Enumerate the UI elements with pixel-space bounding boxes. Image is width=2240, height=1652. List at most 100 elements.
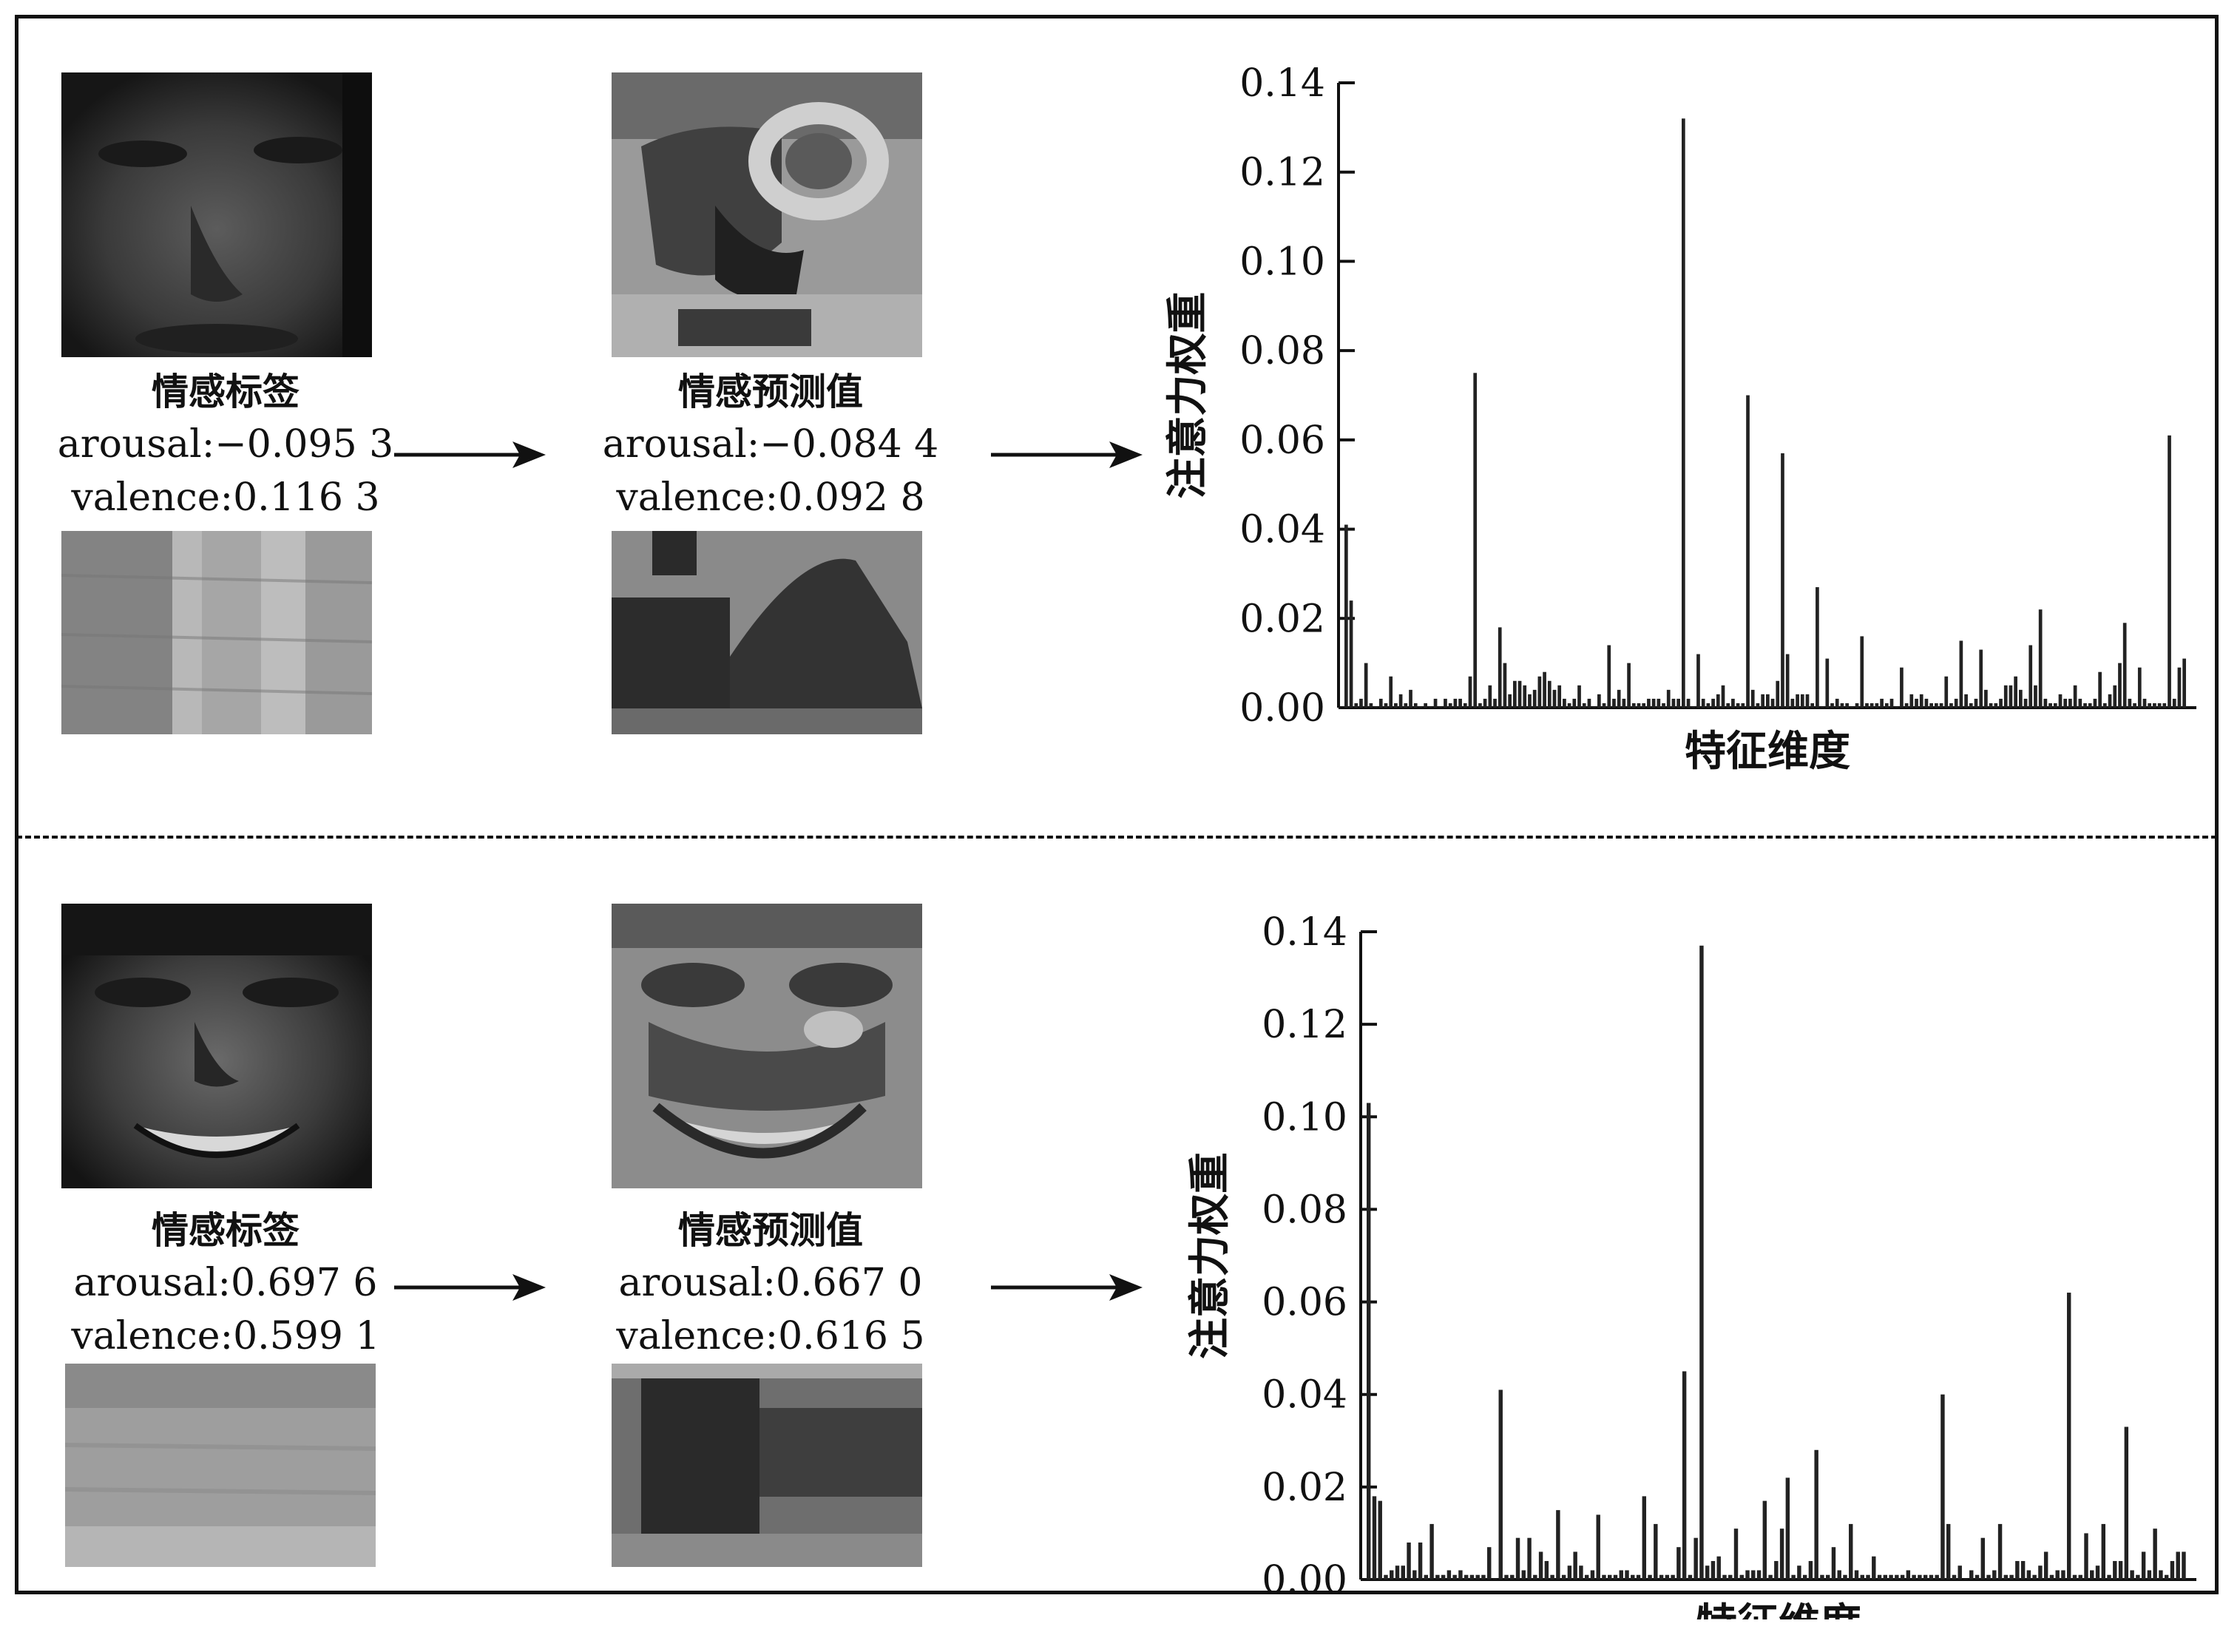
prediction-valence: valence:0.092 8 (616, 475, 925, 520)
bar (2168, 435, 2171, 708)
bar (1939, 703, 1943, 708)
bar (2043, 698, 2048, 708)
bar (1625, 1570, 1629, 1580)
bar (1608, 1574, 1612, 1580)
label-bg-image (61, 531, 372, 734)
arrow-right-icon (991, 1274, 1143, 1301)
label-title: 情感标签 (152, 370, 300, 413)
bar (1958, 1565, 1962, 1580)
bar (1349, 600, 1353, 708)
bar (2055, 1570, 2060, 1580)
bar (1438, 707, 1443, 708)
bar (2148, 703, 2152, 708)
bar (1918, 1574, 1922, 1580)
bar (1556, 1510, 1560, 1580)
bar (1889, 698, 1894, 708)
bar (2034, 685, 2037, 708)
bar (2078, 698, 2082, 708)
bar (2128, 698, 2132, 708)
bar (1508, 694, 1512, 708)
bar (2122, 623, 2127, 708)
label-arousal: arousal:−0.095 3 (57, 422, 394, 467)
bar (1984, 689, 1988, 708)
bar (2038, 609, 2043, 708)
bar (1631, 703, 1636, 708)
bar (1469, 1574, 1475, 1580)
bar (1671, 1574, 1675, 1580)
bar (1596, 1514, 1600, 1580)
bar (1963, 1579, 1968, 1580)
bar (1964, 694, 1968, 708)
bar (2177, 667, 2182, 708)
y-tick-label: 0.04 (1239, 508, 1325, 552)
bar (1481, 1574, 1486, 1580)
y-tick-label: 0.02 (1239, 597, 1325, 641)
bar (1980, 1537, 1985, 1580)
bar (2043, 1551, 2048, 1580)
bar (1716, 1556, 1721, 1580)
bar (1733, 1529, 1739, 1580)
prediction-bg-image (612, 531, 922, 734)
prediction-face-image (612, 904, 922, 1188)
bar (1468, 676, 1472, 708)
bar (2084, 1533, 2088, 1580)
bar (1688, 1574, 1693, 1580)
bar (1820, 707, 1824, 708)
bar (1770, 698, 1775, 708)
bar (1843, 1574, 1847, 1580)
x-axis-label: 特征维度 (1696, 1600, 1861, 1619)
bar (1613, 1574, 1618, 1580)
bar (1994, 703, 1998, 708)
bar (2095, 1565, 2100, 1580)
bar (1429, 1523, 1434, 1580)
bar (2028, 645, 2033, 708)
bar (1860, 1574, 1864, 1580)
bar (1904, 703, 1909, 708)
bar (1935, 1574, 1939, 1580)
bar (1404, 703, 1408, 708)
bar (1726, 703, 1730, 708)
bar (2009, 1574, 2014, 1580)
y-tick-label: 0.04 (1262, 1373, 1347, 1418)
bar (2159, 1570, 2163, 1580)
y-tick-label: 0.12 (1262, 1003, 1347, 1047)
bar (2176, 1551, 2180, 1580)
bar (1344, 524, 1348, 708)
bar (1830, 703, 1834, 708)
bar (1619, 1570, 1623, 1580)
bar (1820, 1574, 1824, 1580)
bar (2164, 1574, 2169, 1580)
prediction-text-block: 情感预测值 arousal:0.667 0 valence:0.616 5 (578, 1205, 963, 1363)
bar (2172, 698, 2176, 708)
bar (1883, 1574, 1888, 1580)
bar (1607, 645, 1611, 708)
bar (1637, 703, 1641, 708)
bar (1895, 707, 1899, 708)
bar (2038, 1565, 2043, 1580)
bar (1567, 1565, 1572, 1580)
bar (2133, 703, 2136, 708)
bar (1515, 1537, 1520, 1580)
bar (1900, 667, 1904, 708)
bar (2136, 1574, 2140, 1580)
bar (1401, 1565, 1405, 1580)
bar (1949, 703, 1953, 708)
bar (1739, 1574, 1744, 1580)
bar (1969, 1570, 1974, 1580)
label-text-block: 情感标签 arousal:0.697 6 valence:0.599 1 (33, 1205, 418, 1363)
bar (1475, 1574, 1480, 1580)
bar (1557, 685, 1562, 708)
bar (1860, 636, 1864, 708)
figure-frame (15, 15, 2219, 1594)
bar (1954, 698, 1958, 708)
bar (1636, 1574, 1641, 1580)
bar (1478, 703, 1482, 708)
bar (1448, 703, 1452, 708)
bar (1532, 689, 1537, 708)
bar (1412, 1570, 1417, 1580)
bar (1398, 694, 1403, 708)
bar (1533, 1574, 1537, 1580)
bar (1487, 1547, 1492, 1580)
bar (1785, 654, 1790, 708)
bar (1766, 694, 1770, 708)
